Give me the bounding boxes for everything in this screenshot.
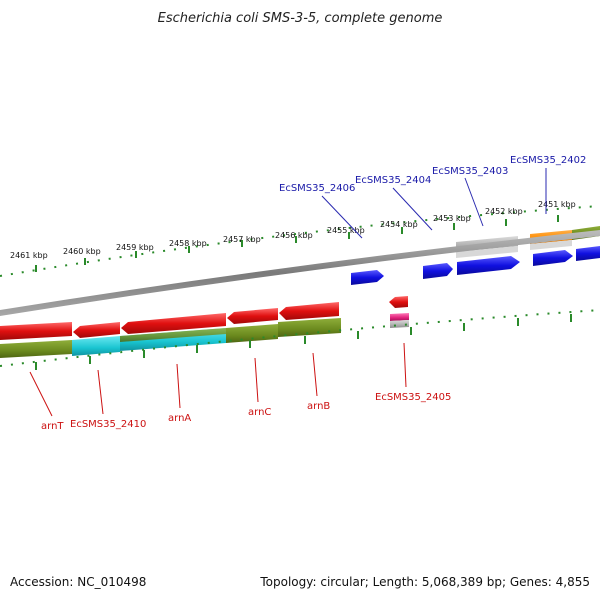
olive-feature (278, 318, 341, 337)
reverse-cds-arrow[interactable] (121, 313, 226, 334)
lower-tick-row (0, 309, 600, 370)
gene-label[interactable]: arnT (41, 421, 64, 432)
accession-text: Accession: NC_010498 (10, 575, 146, 589)
cyan-feature (72, 336, 120, 356)
forward-cds-arrow[interactable] (457, 256, 520, 275)
gene-label[interactable]: EcSMS35_2402 (510, 155, 586, 166)
reverse-cds-arrow[interactable] (0, 322, 72, 340)
reverse-cds-arrow[interactable] (389, 296, 408, 308)
genome-summary-text: Topology: circular; Length: 5,068,389 bp… (259, 575, 590, 589)
scale-label: 2454 kbp (380, 220, 418, 229)
forward-cds-arrow[interactable] (533, 250, 573, 266)
reverse-feature-band (0, 313, 409, 358)
forward-cds-track (351, 246, 600, 285)
scale-label: 2460 kbp (63, 247, 101, 256)
upper-tick-row (0, 205, 600, 277)
scale-labels: 2461 kbp 2460 kbp 2459 kbp 2458 kbp 2457… (10, 200, 576, 260)
scale-label: 2456 kbp (275, 231, 313, 240)
scale-label: 2453 kbp (433, 214, 471, 223)
map-title: Escherichia coli SMS-3-5, complete genom… (158, 11, 443, 26)
forward-leader-lines (321, 168, 547, 239)
pink-feature (390, 313, 409, 321)
forward-gene-labels: EcSMS35_2406 EcSMS35_2404 EcSMS35_2403 E… (279, 155, 586, 194)
scale-label: 2459 kbp (116, 243, 154, 252)
forward-cds-arrow[interactable] (351, 270, 384, 285)
reverse-gene-labels: arnT EcSMS35_2410 arnA arnC arnB EcSMS35… (41, 392, 451, 432)
forward-cds-arrow[interactable] (423, 263, 453, 279)
olive-feature (0, 340, 72, 358)
genome-backbone (0, 230, 600, 316)
gene-label[interactable]: EcSMS35_2404 (355, 175, 431, 186)
reverse-cds-track (0, 296, 408, 340)
gene-label[interactable]: EcSMS35_2406 (279, 183, 355, 194)
gene-label[interactable]: arnB (307, 401, 330, 412)
scale-label: 2458 kbp (169, 239, 207, 248)
gene-label[interactable]: arnC (248, 407, 271, 418)
gene-label[interactable]: EcSMS35_2405 (375, 392, 451, 403)
scale-label: 2457 kbp (223, 235, 261, 244)
gene-label[interactable]: EcSMS35_2403 (432, 166, 508, 177)
scale-label: 2452 kbp (485, 207, 523, 216)
gene-label[interactable]: EcSMS35_2410 (70, 419, 146, 430)
reverse-cds-arrow[interactable] (279, 302, 339, 320)
olive-feature (226, 324, 278, 343)
scale-label: 2461 kbp (10, 251, 48, 260)
reverse-cds-arrow[interactable] (73, 322, 120, 338)
gene-label[interactable]: arnA (168, 413, 191, 424)
scale-label: 2455 kbp (327, 226, 365, 235)
forward-cds-arrow[interactable] (576, 246, 600, 261)
reverse-leader-lines (29, 342, 407, 417)
scale-label: 2451 kbp (538, 200, 576, 209)
reverse-cds-arrow[interactable] (227, 308, 278, 324)
